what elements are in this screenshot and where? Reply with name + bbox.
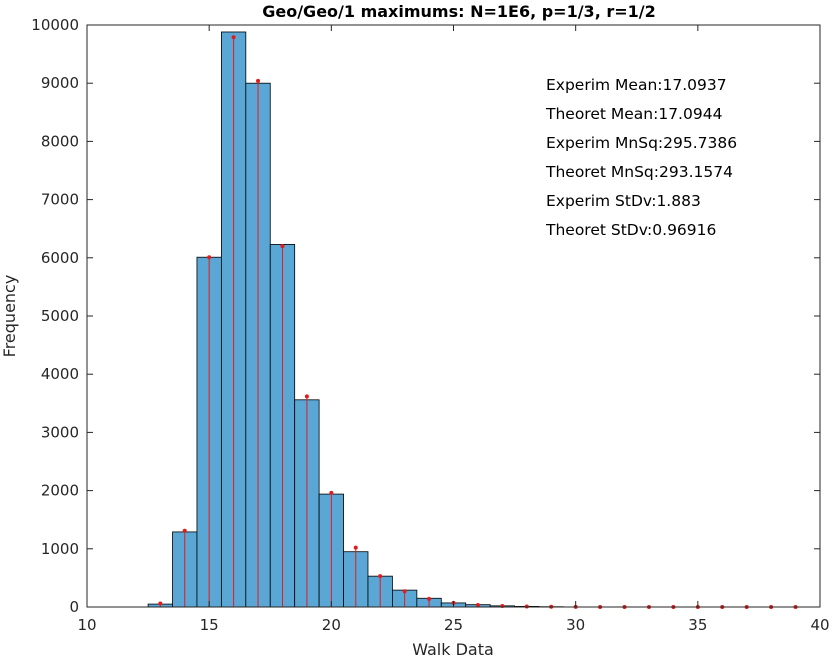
x-tick-label: 35	[688, 616, 707, 634]
stat-annotation: Experim MnSq:295.7386	[546, 134, 737, 152]
stat-annotation: Experim StDv:1.883	[546, 192, 701, 210]
x-axis-label: Walk Data	[412, 640, 494, 658]
stat-annotation: Theoret StDv:0.96916	[545, 221, 716, 239]
x-tick-label: 20	[322, 616, 341, 634]
theoretical-point	[402, 589, 407, 594]
y-tick-label: 0	[69, 598, 79, 616]
y-axis-label: Frequency	[0, 275, 19, 358]
theoretical-point	[427, 596, 432, 601]
statistics-annotations: Experim Mean:17.0937 Theoret Mean:17.0944…	[545, 76, 737, 239]
y-tick-label: 6000	[41, 249, 79, 267]
theoretical-point	[353, 545, 358, 550]
theoretical-point	[329, 490, 334, 495]
y-tick-label: 5000	[41, 307, 79, 325]
y-tick-label: 4000	[41, 365, 79, 383]
y-tick-label: 8000	[41, 132, 79, 150]
x-tick-label: 10	[77, 616, 96, 634]
x-tick-label: 15	[200, 616, 219, 634]
theoretical-point	[207, 255, 212, 260]
stat-annotation: Theoret MnSq:293.1574	[545, 163, 733, 181]
y-tick-label: 7000	[41, 191, 79, 209]
y-axis-ticks: 0 1000 2000 3000 4000 5000 6000 7000 8000 9000 100…	[31, 16, 820, 616]
x-tick-label: 40	[810, 616, 829, 634]
theoretical-point	[256, 78, 261, 83]
y-tick-label: 9000	[41, 74, 79, 92]
stat-annotation: Theoret Mean:17.0944	[545, 105, 722, 123]
y-tick-label: 1000	[41, 540, 79, 558]
x-tick-label: 30	[566, 616, 585, 634]
theoretical-point	[158, 601, 163, 606]
theoretical-point	[182, 528, 187, 533]
y-tick-label: 2000	[41, 482, 79, 500]
theoretical-stems	[158, 35, 798, 609]
theoretical-point	[378, 574, 383, 579]
histogram-bars	[147, 31, 564, 608]
stat-annotation: Experim Mean:17.0937	[546, 76, 727, 94]
y-tick-label: 10000	[31, 16, 79, 34]
x-axis-ticks: 10 15 20 25 30 35 40	[77, 25, 830, 634]
theoretical-point	[475, 602, 480, 607]
chart-title: Geo/Geo/1 maximums: N=1E6, p=1/3, r=1/2	[262, 2, 656, 21]
theoretical-point	[231, 35, 236, 40]
theoretical-point	[524, 604, 529, 609]
x-tick-label: 25	[444, 616, 463, 634]
y-tick-label: 3000	[41, 423, 79, 441]
theoretical-point	[304, 394, 309, 399]
theoretical-point	[280, 244, 285, 249]
